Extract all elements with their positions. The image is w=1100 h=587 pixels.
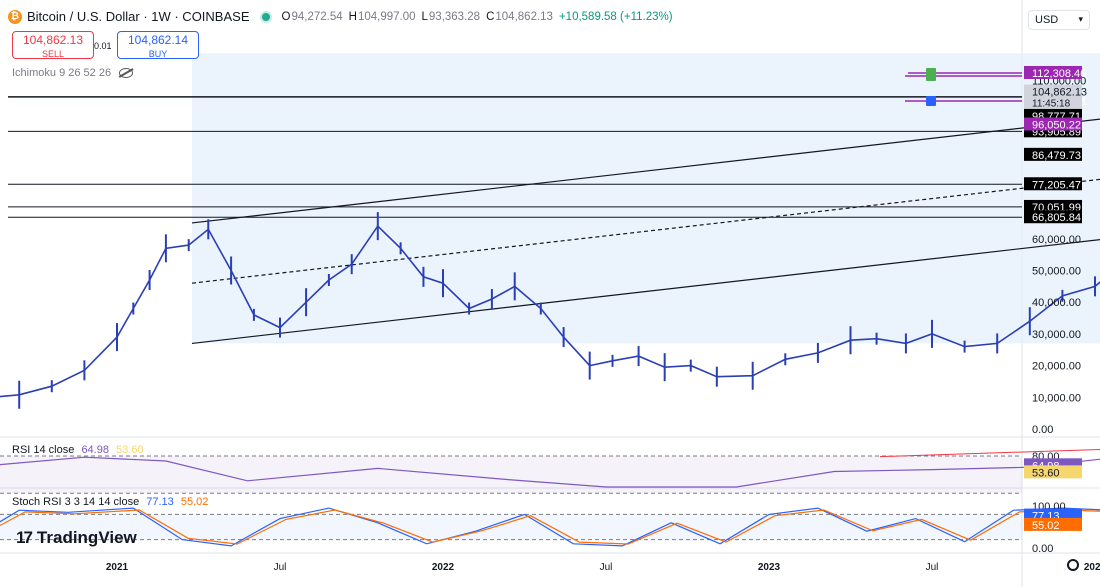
ohlc-open: O94,272.54	[281, 10, 343, 23]
ohlc-high: H104,997.00	[348, 10, 416, 23]
time-axis-label: 2022	[432, 562, 455, 573]
tradingview-logo: 17 TradingView	[16, 528, 137, 548]
stoch-d-value: 55.02	[180, 496, 209, 508]
channel-lower-line	[191, 238, 1100, 345]
ma-tag: 96,050.22	[1032, 120, 1081, 132]
stoch-legend[interactable]: Stoch RSI 3 3 14 14 close 77.13 55.02	[12, 496, 208, 508]
price-axis-label: 10,000.00	[1032, 392, 1081, 404]
chart-header: ₿ Bitcoin / U.S. Dollar · 1W · COINBASE …	[8, 9, 673, 24]
rsi-ma-tag-bg	[1024, 465, 1082, 479]
rsi-name: RSI 14 close	[12, 444, 75, 456]
rsi-divergence-line	[879, 448, 1100, 458]
alert-marker-icon	[926, 95, 936, 106]
stoch-k-line	[0, 507, 1100, 547]
target-tag: 112,308.46	[1032, 68, 1086, 80]
rsi-value: 64.98	[81, 444, 109, 456]
rsi-legend[interactable]: RSI 14 close 64.98 53.60	[12, 444, 144, 456]
tradingview-icon: 17	[16, 528, 33, 547]
level-tag: 66,805.84	[1032, 212, 1081, 224]
time-axis-label: Jul	[926, 562, 939, 573]
buy-price: 104,862.14	[127, 33, 189, 47]
price-axis-label: 40,000.00	[1032, 297, 1081, 309]
rsi-ma-tag: 53.60	[1032, 467, 1060, 479]
gear-icon[interactable]	[1067, 559, 1079, 571]
ohlc-low: L93,363.28	[421, 10, 481, 23]
time-axis-label: 2021	[106, 562, 129, 573]
rsi-ma-value: 53.60	[116, 444, 144, 456]
bitcoin-icon: ₿	[8, 9, 22, 24]
countdown-tag: 11:45:18	[1032, 99, 1071, 110]
rsi-band	[0, 456, 1022, 494]
currency-value: USD	[1035, 14, 1059, 26]
indicator-legend[interactable]: Ichimoku 9 26 52 26	[12, 67, 134, 79]
channel-mid-line	[191, 178, 1100, 284]
channel-upper-line	[191, 118, 1100, 224]
sell-button[interactable]: 104,862.13 SELL	[12, 31, 94, 59]
buy-button[interactable]: 104,862.14 BUY	[117, 31, 199, 59]
price-axis-label: 60,000.00	[1032, 234, 1081, 246]
buy-label: BUY	[148, 49, 168, 59]
symbol-title[interactable]: Bitcoin / U.S. Dollar · 1W · COINBASE	[27, 9, 250, 24]
eye-hidden-icon[interactable]	[119, 68, 134, 78]
sell-label: SELL	[41, 49, 65, 59]
level-tag: 86,479.73	[1032, 150, 1081, 162]
check-icon	[926, 70, 936, 81]
market-status-icon	[259, 10, 272, 23]
price-axis-label: 50,000.00	[1032, 266, 1081, 278]
price-axis-label: 0.00	[1032, 424, 1053, 436]
price-change: +10,589.58 (+11.23%)	[558, 10, 673, 23]
level-tag: 77,205.47	[1032, 179, 1081, 191]
current-price-tag: 104,862.13	[1032, 87, 1087, 99]
indicator-name: Ichimoku 9 26 52 26	[12, 67, 112, 79]
current-price-bg	[1024, 84, 1082, 109]
rsi-series-line	[0, 456, 1100, 488]
time-axis-label: 2024	[1084, 562, 1100, 573]
stoch-axis-label: 0.00	[1032, 543, 1053, 555]
stoch-d-tag: 55.02	[1032, 520, 1060, 532]
logo-text: TradingView	[36, 528, 137, 547]
sell-price: 104,862.13	[22, 33, 84, 47]
target-tag-bg	[1024, 65, 1082, 79]
price-axis-label: 30,000.00	[1032, 329, 1081, 341]
time-axis-label: Jul	[274, 562, 287, 573]
stoch-d-line	[0, 509, 1100, 545]
price-axis-label: 20,000.00	[1032, 361, 1081, 373]
stoch-d-tag-bg	[1024, 517, 1082, 531]
ohlc-close: C104,862.13	[486, 10, 553, 23]
level-tag-bg	[1024, 177, 1082, 191]
spread-value: 0.01	[94, 41, 112, 51]
chevron-down-icon: ▾	[1078, 14, 1083, 24]
ma-tag-bg	[1024, 117, 1082, 131]
time-axis-label: 2023	[758, 562, 781, 573]
price-series-line	[0, 224, 1100, 398]
level-tag-bg	[1024, 147, 1082, 161]
stoch-k-value: 77.13	[146, 496, 174, 508]
level-tag-bg	[1024, 210, 1082, 224]
currency-select[interactable]: USD ▾	[1028, 10, 1090, 30]
stoch-name: Stoch RSI 3 3 14 14 close	[12, 496, 140, 508]
level-tag-bg	[1024, 199, 1082, 213]
time-axis-label: Jul	[600, 562, 613, 573]
